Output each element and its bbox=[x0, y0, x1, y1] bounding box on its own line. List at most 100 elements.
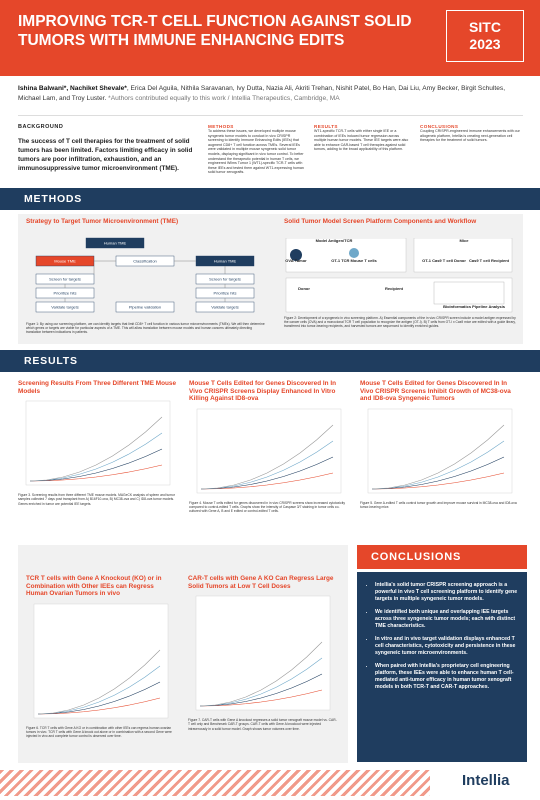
intro-column: METHODS To address these issues, we devel… bbox=[208, 124, 304, 175]
diagram-label: OVA Tumor bbox=[285, 258, 307, 263]
other-authors: , Erica Del Aguila, Nithila Saravanan, I… bbox=[18, 85, 506, 102]
diagram-label: Bioinformatics Pipeline Analysis bbox=[443, 304, 506, 309]
background-text: The success of T cell therapies for the … bbox=[18, 138, 193, 172]
figure-title: Strategy to Target Tumor Microenvironmen… bbox=[26, 218, 179, 225]
trend-line bbox=[200, 472, 334, 490]
figure-caption: Figure 5. Gene A-edited T cells control … bbox=[360, 500, 517, 509]
flow-label: Human TME bbox=[214, 259, 237, 264]
workflow-diagram: Model Antigen/TCR Mice OVA Tumor OT-1 TCR M… bbox=[285, 238, 513, 313]
flowchart: Human TME Mouse TME Human TME Classificatio… bbox=[35, 237, 255, 313]
diagram-label: Model Antigen/TCR bbox=[316, 238, 353, 243]
volcano-plot bbox=[433, 281, 505, 305]
diagram-label: Donor bbox=[298, 286, 310, 291]
box bbox=[285, 238, 407, 273]
badge-line: SITC bbox=[469, 19, 501, 35]
figure-caption: Figure 6. TCR T cells with Gene A KO or … bbox=[26, 725, 172, 739]
diagram-label: Recipient bbox=[385, 286, 404, 291]
flow-label: Screen for targets bbox=[49, 277, 81, 282]
plot-frame bbox=[33, 603, 169, 718]
trend-line bbox=[199, 673, 323, 707]
author-note: *Authors contributed equally to this wor… bbox=[108, 95, 340, 102]
plot-frame bbox=[367, 408, 513, 493]
figure-caption: Figure 4. Mouse T cells edited for genes… bbox=[189, 500, 346, 514]
flow-nodes: Human TME Mouse TME Human TME Classificatio… bbox=[35, 237, 255, 313]
diagram-label: OT-1 Cas9 T cell Donor bbox=[422, 258, 466, 263]
conclusion-list: Intellia's solid tumor CRISPR screening … bbox=[367, 582, 519, 691]
figure-panel: Screening Results From Three Different T… bbox=[18, 380, 178, 530]
trend-line bbox=[37, 697, 161, 715]
flow-box bbox=[115, 301, 175, 313]
section-banner: CONCLUSIONS bbox=[357, 545, 527, 569]
figure-caption: Figure 7. CAR-T cells with Gene A knocko… bbox=[188, 718, 337, 731]
figure-panel: TCR T cells with Gene A Knockout (KO) or… bbox=[26, 575, 176, 760]
trend-line bbox=[199, 689, 323, 707]
section-banner: METHODS bbox=[0, 188, 540, 210]
conclusion-bullet: When paired with Intellia's proprietary … bbox=[375, 663, 519, 691]
flow-label: Mouse TME bbox=[54, 259, 76, 264]
flow-label: Validate targets bbox=[51, 305, 79, 310]
trend-line bbox=[371, 456, 505, 490]
section-banner: RESULTS bbox=[0, 350, 540, 372]
divider bbox=[18, 115, 523, 116]
intro-text: Coupling CRISPR-engineered immune enhanc… bbox=[420, 129, 520, 143]
figure-title: TCR T cells with Gene A Knockout (KO) or… bbox=[26, 575, 162, 598]
trend-line bbox=[200, 424, 334, 490]
badge-line: 2023 bbox=[469, 36, 501, 52]
box bbox=[413, 238, 513, 273]
header bbox=[0, 0, 540, 76]
conclusion-bullet: We identified both unique and overlappin… bbox=[375, 609, 519, 630]
trend-line bbox=[200, 456, 334, 490]
section-heading: BACKGROUND bbox=[18, 124, 64, 130]
flow-box bbox=[85, 237, 145, 249]
trend-line bbox=[37, 649, 161, 715]
trend-line bbox=[199, 657, 323, 707]
diagram-label: OT-1 TCR Mouse T cells bbox=[331, 258, 377, 263]
figure-title: Mouse T Cells Edited for Genes Discovere… bbox=[360, 380, 511, 403]
intro-text: To address these issues, we developed mu… bbox=[208, 129, 304, 175]
diagram-label: Cas9 T cell Recipient bbox=[469, 258, 510, 263]
figure-plot bbox=[195, 595, 331, 711]
flow-label: Human TME bbox=[104, 241, 127, 246]
trend-line bbox=[371, 424, 505, 490]
trend-line bbox=[29, 464, 163, 482]
plot-frame bbox=[195, 595, 331, 711]
trend-line bbox=[37, 681, 161, 715]
flow-label: Classification bbox=[133, 259, 157, 264]
trend-line bbox=[371, 472, 505, 490]
figure-caption: Figure 2: Development of a syngeneic in … bbox=[284, 316, 516, 329]
intro-heading: RESULTS bbox=[314, 124, 338, 129]
flow-label: Prioritize hits bbox=[54, 291, 77, 296]
trend-line bbox=[29, 432, 163, 482]
figure-panel: Mouse T Cells Edited for Genes Discovere… bbox=[360, 380, 520, 530]
figure-plot bbox=[33, 603, 169, 718]
trend-line bbox=[199, 641, 323, 707]
trend-line bbox=[371, 440, 505, 490]
flow-label: Screen for targets bbox=[209, 277, 241, 282]
figure-caption: Figure 1: By using our screening platfor… bbox=[26, 322, 265, 335]
figure-panel: Mouse T Cells Edited for Genes Discovere… bbox=[189, 380, 349, 530]
trend-line bbox=[37, 665, 161, 715]
box bbox=[285, 277, 513, 313]
figure-plot bbox=[25, 400, 171, 486]
cell-icon bbox=[349, 248, 359, 258]
trend-line bbox=[29, 448, 163, 482]
plot-frame bbox=[25, 400, 171, 486]
trend-line bbox=[29, 416, 163, 482]
diagram-label: Mice bbox=[460, 238, 470, 243]
intro-heading: CONCLUSIONS bbox=[420, 124, 459, 129]
figure-caption: Figure 3. Screening results from three d… bbox=[18, 493, 175, 506]
figure-title: Mouse T Cells Edited for Genes Discovere… bbox=[189, 380, 337, 403]
trend-line bbox=[200, 440, 334, 490]
workflow-labels: Model Antigen/TCR Mice OVA Tumor OT-1 TCR M… bbox=[285, 238, 513, 313]
intro-column: CONCLUSIONS Coupling CRISPR-engineered im… bbox=[420, 124, 524, 143]
figure-title: Solid Tumor Model Screen Platform Compon… bbox=[284, 218, 477, 225]
figure-title: Screening Results From Three Different T… bbox=[18, 380, 177, 395]
conclusion-bullet: Intellia's solid tumor CRISPR screening … bbox=[375, 582, 519, 603]
tumor-icon bbox=[290, 249, 302, 261]
plot-frame bbox=[196, 408, 342, 493]
flow-label: Prioritize hits bbox=[214, 291, 237, 296]
intro-heading: METHODS bbox=[208, 124, 234, 129]
figure-plot bbox=[196, 408, 342, 493]
badge: SITC 2023 bbox=[446, 10, 524, 62]
